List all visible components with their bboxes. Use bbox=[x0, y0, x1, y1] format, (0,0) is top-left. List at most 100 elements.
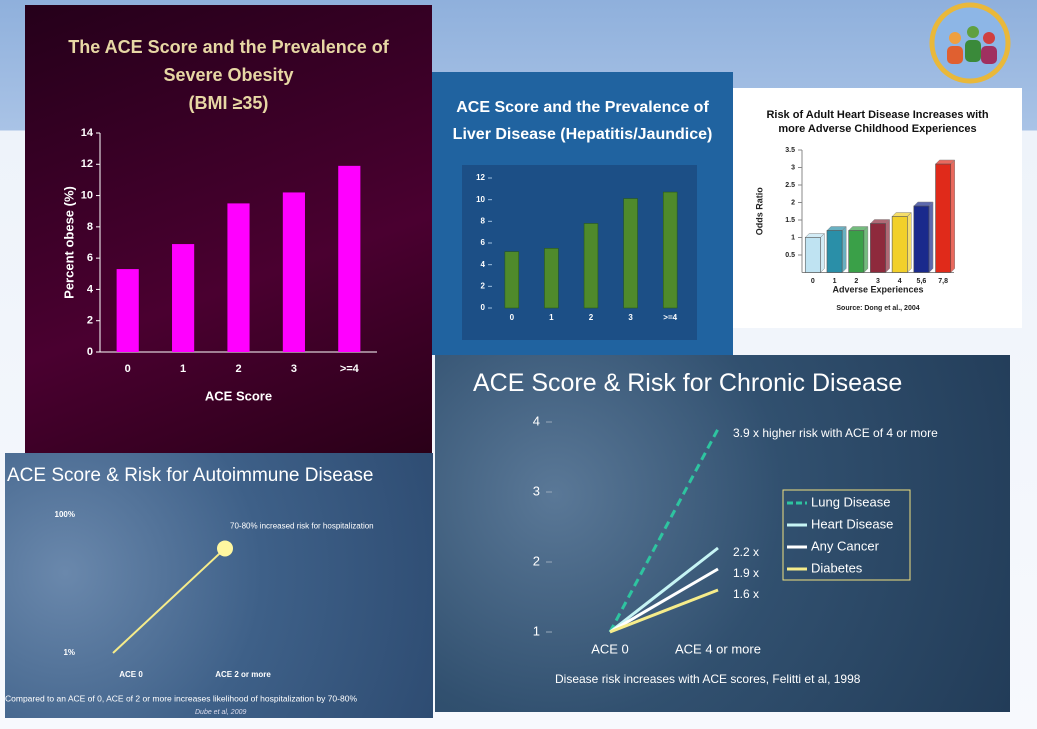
source: Dube et al, 2009 bbox=[195, 709, 246, 716]
x-tick-label: ACE 0 bbox=[591, 641, 629, 656]
bar bbox=[826, 230, 843, 273]
y-tick-label: 0 bbox=[481, 303, 486, 312]
series-line bbox=[112, 547, 226, 654]
bar-top bbox=[913, 201, 934, 274]
panel: 0 2 4 6 8 10 12 14 0 1 2 3 >=4 Percent obese (%) ACE S… bbox=[25, 5, 432, 453]
x-tick-label: ACE 0 bbox=[119, 670, 143, 679]
bar-top bbox=[826, 225, 847, 274]
bar bbox=[116, 269, 139, 352]
x-tick-label: 1 bbox=[180, 363, 186, 375]
x-tick-label: 1 bbox=[549, 313, 554, 322]
x-tick-label: 1 bbox=[833, 278, 837, 285]
y-tick-label: 8 bbox=[87, 221, 93, 233]
y-tick-label: 12 bbox=[476, 173, 485, 182]
bar bbox=[504, 251, 520, 309]
x-tick-label: 0 bbox=[811, 278, 815, 285]
x-tick-label: 2 bbox=[235, 363, 241, 375]
y-tick-label: 6 bbox=[87, 252, 93, 264]
y-tick-label: 1% bbox=[63, 648, 75, 657]
bar bbox=[623, 198, 638, 309]
chart: 1 2 3 4 ACE 0 ACE 4 or more 3.9 x higher risk … bbox=[533, 413, 938, 686]
bar-top bbox=[848, 225, 869, 274]
series-line bbox=[609, 567, 719, 634]
x-tick-label: 4 bbox=[898, 278, 902, 285]
x-tick-label: 7,8 bbox=[938, 278, 948, 285]
logo bbox=[929, 2, 1011, 84]
x-tick-label: ACE 4 or more bbox=[675, 641, 761, 656]
y-tick-label: 12 bbox=[81, 158, 93, 170]
x-tick-label: >=4 bbox=[663, 313, 677, 322]
x-tick-label: 3 bbox=[876, 278, 880, 285]
value-label: 2.2 x bbox=[733, 545, 759, 559]
point bbox=[217, 540, 233, 557]
x-tick-label: 2 bbox=[854, 278, 858, 285]
y-tick-label: 100% bbox=[55, 510, 75, 519]
y-tick-label: 2 bbox=[481, 281, 486, 290]
x-tick-label: >=4 bbox=[340, 363, 360, 375]
bar bbox=[338, 165, 361, 352]
plot-area bbox=[462, 165, 697, 340]
value-label: 1.6 x bbox=[733, 587, 759, 601]
chart: 1% 100% ACE 0 ACE 2 or more 70-80% increased… bbox=[5, 510, 374, 716]
y-tick-label: 0 bbox=[87, 346, 93, 358]
y-tick-label: 2.5 bbox=[785, 182, 795, 189]
panel: 0.5 1 1.5 2 2.5 3 3.5 0 1 2 3 4 5,6 7,8 Odds Ratio Adve… bbox=[733, 88, 1022, 328]
panel: 0 2 4 6 8 10 12 0 1 2 3 >=4 ACE Score and the Preva… bbox=[432, 72, 733, 355]
series-line bbox=[609, 588, 719, 634]
caption: Disease risk increases with ACE scores, … bbox=[555, 672, 861, 686]
x-tick-label: 0 bbox=[125, 363, 131, 375]
y-tick-label: 3.5 bbox=[785, 147, 795, 154]
bar bbox=[870, 223, 886, 273]
y-tick-label: 2 bbox=[533, 553, 540, 568]
bar bbox=[583, 223, 599, 309]
y-tick-label: 1.5 bbox=[785, 217, 795, 224]
value-label: 3.9 x higher risk with ACE of 4 or more bbox=[733, 426, 938, 440]
x-tick-label: 3 bbox=[291, 363, 297, 375]
y-tick-label: 2 bbox=[791, 199, 795, 206]
y-tick-label: 4 bbox=[87, 283, 94, 295]
bar bbox=[282, 192, 305, 352]
bar bbox=[172, 244, 195, 352]
bar bbox=[662, 191, 678, 309]
bar bbox=[891, 216, 908, 273]
legend bbox=[782, 489, 911, 581]
x-tick-label: 3 bbox=[628, 313, 633, 322]
y-tick-label: 14 bbox=[81, 127, 94, 139]
y-tick-label: 10 bbox=[81, 189, 93, 201]
chart: 0.5 1 1.5 2 2.5 3 3.5 0 1 2 3 4 5,6 7,8 Odds Ratio Adve… bbox=[754, 147, 956, 312]
x-tick-label: 0 bbox=[510, 313, 515, 322]
panel: 1% 100% ACE 0 ACE 2 or more 70-80% increased… bbox=[5, 453, 433, 718]
y-axis-label: Odds Ratio bbox=[754, 187, 764, 236]
bar-top bbox=[891, 211, 912, 274]
bar-top bbox=[934, 159, 956, 274]
y-tick-label: 1 bbox=[533, 623, 540, 638]
bar bbox=[913, 205, 930, 273]
bar bbox=[848, 230, 865, 273]
chart-title: The ACE Score and the Prevalence of Seve… bbox=[68, 37, 389, 113]
y-tick-label: 10 bbox=[476, 195, 485, 204]
y-tick-label: 0.5 bbox=[785, 252, 795, 259]
bar-top bbox=[804, 232, 826, 274]
y-tick-label: 3 bbox=[791, 164, 795, 171]
y-axis-label: Percent obese (%) bbox=[61, 186, 76, 299]
x-tick-label: 5,6 bbox=[917, 278, 927, 285]
value-label: 70-80% increased risk for hospitalizatio… bbox=[230, 522, 374, 531]
chart-title: ACE Score and the Prevalence of Liver Di… bbox=[452, 99, 713, 143]
x-tick-label: 2 bbox=[589, 313, 594, 322]
chart-title: ACE Score & Risk for Autoimmune Disease bbox=[7, 465, 374, 486]
bar bbox=[935, 163, 952, 273]
x-axis-label: Adverse Experiences bbox=[832, 284, 923, 294]
bar bbox=[544, 248, 559, 309]
y-tick-label: 2 bbox=[87, 315, 93, 327]
legend-label: Diabetes bbox=[811, 560, 863, 575]
legend-label: Heart Disease bbox=[811, 516, 893, 531]
bar-top bbox=[869, 218, 891, 274]
panel: 1 2 3 4 ACE 0 ACE 4 or more 3.9 x higher risk … bbox=[435, 355, 1010, 712]
legend-label: Lung Disease bbox=[811, 494, 891, 509]
y-tick-label: 6 bbox=[481, 238, 486, 247]
value-label: 1.9 x bbox=[733, 566, 759, 580]
bar bbox=[227, 203, 250, 352]
